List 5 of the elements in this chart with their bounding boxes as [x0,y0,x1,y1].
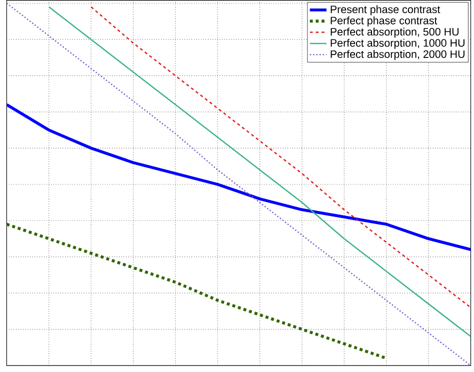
legend-label: Present phase contrast [330,5,440,16]
legend-label: Perfect absorption, 500 HU [330,28,458,38]
legend-label: Perfect absorption, 2000 HU [330,50,464,60]
legend-label: Perfect absorption, 1000 HU [330,38,464,49]
legend-label: Perfect phase contrast [330,16,438,26]
